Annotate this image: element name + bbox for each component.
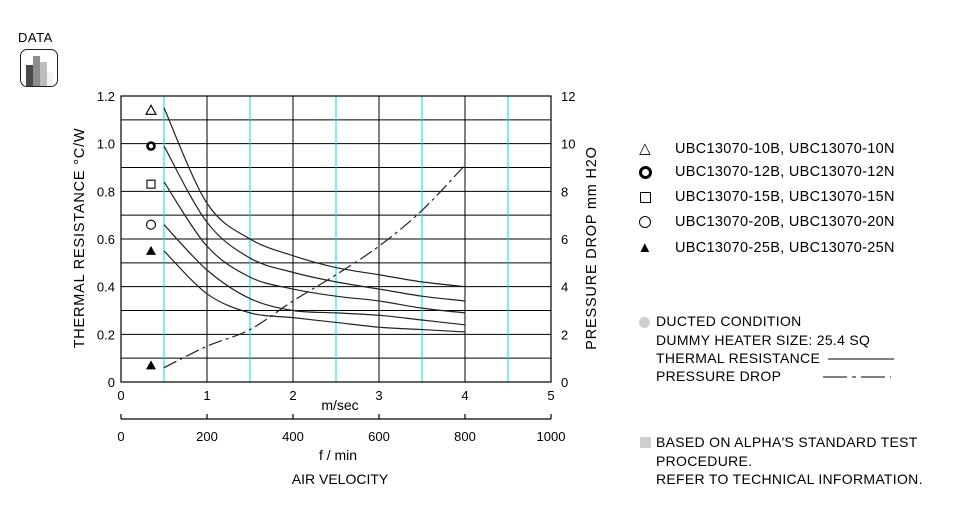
legend-label: UBC13070-10B, UBC13070-10N	[675, 141, 895, 157]
pressure-drop-label: PRESSURE DROP	[656, 368, 782, 384]
y-tick-label: 0.6	[97, 232, 115, 247]
x-axis-group-label: AIR VELOCITY	[292, 471, 389, 487]
footnote-line-3: REFER TO TECHNICAL INFORMATION.	[656, 471, 923, 487]
footnote-line-2: PROCEDURE.	[656, 453, 753, 469]
y-right-tick-label: 8	[561, 184, 568, 199]
plot-frame	[120, 95, 552, 383]
data-label: DATA	[18, 30, 53, 45]
legend-label: UBC13070-12B, UBC13070-12N	[675, 164, 895, 180]
legend-item: UBC13070-20B, UBC13070-20N	[637, 214, 895, 230]
legend-item: ▲ UBC13070-25B, UBC13070-25N	[637, 239, 895, 256]
y-right-tick-label: 2	[561, 327, 568, 342]
legend-label: UBC13070-25B, UBC13070-25N	[675, 240, 895, 256]
pressure-drop-key: PRESSURE DROP	[656, 367, 895, 385]
bold-circle-icon	[637, 164, 653, 180]
y-right-tick-label: 12	[561, 89, 575, 104]
y-tick-label: 1.2	[97, 89, 115, 104]
x-tick-label: 1	[203, 388, 210, 403]
y-tick-label: 0.2	[97, 327, 115, 342]
x-tick-label: 4	[461, 388, 468, 403]
x-axis-label: m/sec	[321, 397, 358, 413]
condition-title: DUCTED CONDITION	[656, 313, 802, 329]
legend-item: △ UBC13070-10B, UBC13070-10N	[637, 139, 895, 157]
y-axis-label: THERMAL RESISTANCE °C/W	[72, 128, 88, 349]
bullet-dot-icon	[639, 317, 650, 328]
y-right-tick-label: 10	[561, 137, 575, 152]
thermal-resistance-curve	[163, 250, 466, 333]
dash-dot-line-icon	[823, 376, 892, 378]
chart-grid	[120, 95, 552, 383]
y-tick-label: 0	[108, 375, 115, 390]
thermal-resistance-curve	[163, 181, 466, 314]
bar-chart-icon[interactable]	[20, 49, 58, 87]
open-square-icon	[637, 189, 653, 205]
y-tick-label: 1.0	[97, 137, 115, 152]
x-tick-label: 2	[289, 388, 296, 403]
open-square-icon	[146, 179, 156, 189]
x-secondary-tick-label: 400	[282, 429, 304, 444]
open-circle-icon	[145, 219, 157, 230]
x-secondary-tick-label: 600	[368, 429, 390, 444]
pressure-drop-curve	[163, 164, 466, 369]
open-triangle-icon: △	[639, 140, 651, 157]
open-circle-icon	[637, 214, 653, 230]
thermal-resistance-curve	[163, 145, 466, 302]
legend-item: UBC13070-12B, UBC13070-12N	[637, 164, 895, 180]
thermal-resistance-curve	[163, 107, 466, 288]
legend-label: UBC13070-15B, UBC13070-15N	[675, 189, 895, 205]
chart-curves	[163, 107, 466, 369]
thermal-resistance-label: THERMAL RESISTANCE	[656, 350, 821, 366]
x-tick-label: 0	[117, 388, 124, 403]
y-right-tick-label: 4	[561, 280, 568, 295]
thermal-resistance-curve	[163, 224, 466, 326]
open-triangle-icon	[145, 104, 157, 115]
x-secondary-tick-label: 800	[454, 429, 476, 444]
y-right-tick-label: 6	[561, 232, 568, 247]
heater-size: DUMMY HEATER SIZE: 25.4 SQ	[656, 332, 871, 348]
x-secondary-axis-label: f / min	[319, 447, 357, 463]
solid-line-icon	[828, 358, 895, 360]
x-secondary-tick-label: 200	[196, 429, 218, 444]
filled-triangle-icon: ▲	[637, 239, 653, 256]
x-tick-label: 5	[547, 388, 554, 403]
y-tick-label: 0.4	[97, 280, 115, 295]
y-tick-label: 0.8	[97, 184, 115, 199]
thermal-resistance-key: THERMAL RESISTANCE	[656, 349, 896, 367]
bold-circle-icon	[146, 141, 156, 151]
y-right-axis-label: PRESSURE DROP mm H2O	[584, 146, 600, 349]
filled-triangle-icon	[146, 360, 156, 370]
x-tick-label: 3	[375, 388, 382, 403]
x-secondary-tick-label: 0	[117, 429, 124, 444]
series-markers	[145, 104, 157, 370]
legend-item: UBC13070-15B, UBC13070-15N	[637, 189, 895, 205]
y-right-tick-label: 0	[561, 375, 568, 390]
filled-triangle-icon	[146, 245, 156, 255]
bullet-square-icon	[640, 437, 651, 448]
legend-label: UBC13070-20B, UBC13070-20N	[675, 214, 895, 230]
x-secondary-tick-label: 1000	[537, 429, 566, 444]
footnote-line-1: BASED ON ALPHA'S STANDARD TEST	[656, 434, 918, 450]
